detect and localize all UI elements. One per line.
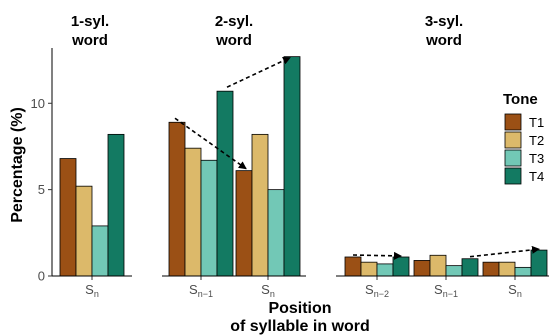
bar-panel3-group3-T2 (498, 261, 516, 277)
panel-2: 2-syl. word Sn−1 Sn (162, 13, 306, 299)
bar-panel2-group1-T2 (184, 147, 202, 277)
bar-panel3-group1-T1 (344, 256, 362, 277)
y-axis-title: Percentage (%) (9, 107, 26, 223)
x-tick-label: Sn−1 (434, 282, 458, 299)
bar-panel1-group1-T2 (75, 185, 93, 277)
y-tick-label: 5 (38, 182, 45, 197)
bar-panel3-group2-T3 (445, 265, 463, 277)
bar-panel2-group1-T3 (200, 159, 218, 277)
y-tick-label: 0 (38, 269, 45, 284)
bar-panel3-group1-T4 (392, 256, 410, 277)
bar-panel1-group1-T1 (59, 158, 77, 277)
legend-swatch-T4 (504, 167, 522, 185)
bar-panel1-group1-T3 (91, 225, 109, 277)
bar-panel3-group2-T1 (413, 260, 431, 277)
bar-panel3-group3-T3 (514, 266, 532, 277)
bar-panel2-group2-T3 (267, 189, 285, 277)
trend-arrow-4 (469, 245, 540, 258)
bar-panel2-group2-T4 (283, 56, 301, 277)
bar-panel2-group2-T1 (235, 170, 253, 277)
bar-panel2-group2-T2 (251, 133, 269, 277)
x-axis-title-line2: of syllable in word (230, 318, 370, 335)
trend-arrow-3 (352, 251, 402, 260)
panel-1: 1-syl. word Sn 0 5 10 (31, 13, 132, 299)
legend-title: Tone (503, 91, 538, 108)
legend-swatch-T1 (504, 113, 522, 131)
legend-label-T3: T3 (529, 151, 544, 166)
panel-title-line1: 1-syl. (71, 13, 109, 30)
bar-panel3-group3-T1 (482, 261, 500, 277)
panel-title-line2: word (71, 32, 108, 49)
x-tick-label: Sn (261, 282, 275, 299)
legend: Tone T1 T2 T3 T4 (503, 91, 544, 185)
bar-panel2-group1-T1 (168, 121, 186, 277)
panel-title-line1: 2-syl. (215, 13, 253, 30)
legend-swatch-T2 (504, 131, 522, 149)
trend-arrow-1 (174, 117, 247, 170)
x-tick-label: Sn (85, 282, 99, 299)
bar-panel3-group3-T4 (530, 249, 548, 277)
legend-label-T1: T1 (529, 115, 544, 130)
x-axis-title-line1: Position (268, 300, 331, 317)
x-tick-label: Sn−1 (189, 282, 213, 299)
bar-panel1-group1-T4 (107, 133, 125, 277)
panel-3: 3-syl. word Sn−2 Sn−1 Sn (336, 13, 549, 299)
legend-swatch-T3 (504, 149, 522, 167)
panel-title-line1: 3-syl. (425, 13, 463, 30)
legend-label-T4: T4 (529, 169, 544, 184)
bar-panel3-group2-T2 (429, 254, 447, 277)
bar-panel2-group1-T4 (216, 90, 234, 277)
panel-title-line2: word (425, 32, 462, 49)
x-tick-label: Sn (508, 282, 522, 299)
bar-panel3-group1-T2 (360, 261, 378, 277)
legend-label-T2: T2 (529, 133, 544, 148)
x-tick-label: Sn−2 (365, 282, 389, 299)
panel-title-line2: word (215, 32, 252, 49)
trend-arrow-2 (226, 56, 291, 88)
bar-panel3-group1-T3 (376, 263, 394, 277)
bar-panel3-group2-T4 (461, 258, 479, 277)
y-tick-label: 10 (31, 96, 45, 111)
